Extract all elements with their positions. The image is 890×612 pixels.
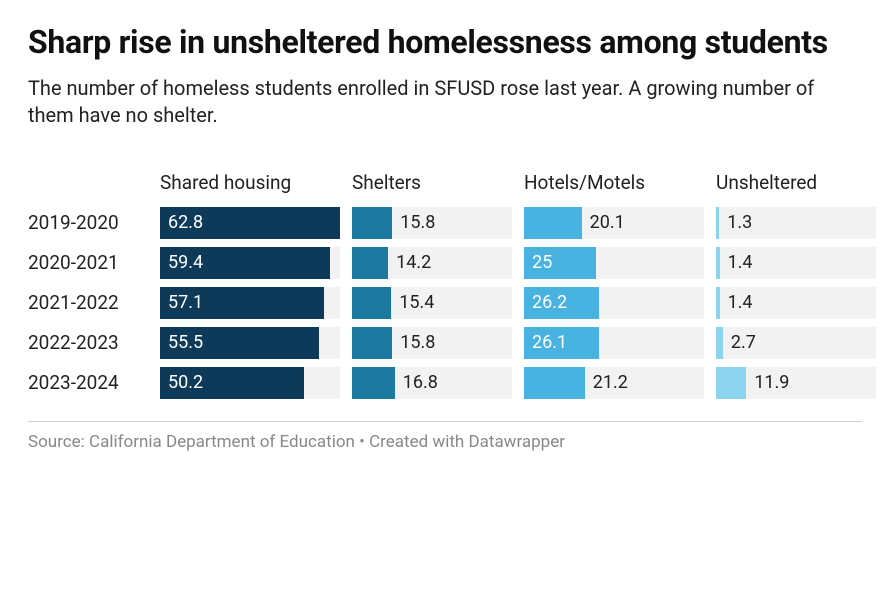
bar-fill <box>352 287 391 319</box>
bar-fill <box>716 207 719 239</box>
bar-value-label: 50.2 <box>168 367 203 399</box>
bar-value-label: 26.2 <box>532 287 567 319</box>
bar-value-label: 1.3 <box>727 207 752 239</box>
bar-cell: 1.4 <box>716 287 876 319</box>
footer-divider <box>28 421 862 422</box>
bar-value-label: 11.9 <box>754 367 789 399</box>
chart-title: Sharp rise in unsheltered homelessness a… <box>28 24 862 61</box>
bar-value-label: 62.8 <box>168 207 203 239</box>
bar-cell: 62.8 <box>160 207 340 239</box>
bar-cell: 26.2 <box>524 287 704 319</box>
bar-value-label: 21.2 <box>593 367 628 399</box>
bar-fill <box>352 247 388 279</box>
bar-cell: 1.3 <box>716 207 876 239</box>
bar-fill <box>524 367 585 399</box>
bar-value-label: 55.5 <box>168 327 203 359</box>
bar-value-label: 2.7 <box>731 327 756 359</box>
bar-value-label: 20.1 <box>590 207 625 239</box>
chart-source: Source: California Department of Educati… <box>28 432 862 452</box>
row-label: 2019-2020 <box>28 207 148 239</box>
bar-value-label: 59.4 <box>168 247 203 279</box>
bar-cell: 59.4 <box>160 247 340 279</box>
column-header: Shared housing <box>160 151 340 199</box>
bar-fill <box>716 287 720 319</box>
bar-value-label: 26.1 <box>532 327 567 359</box>
bar-value-label: 14.2 <box>396 247 431 279</box>
bar-cell: 21.2 <box>524 367 704 399</box>
column-header: Unsheltered <box>716 151 876 199</box>
bar-fill <box>352 327 392 359</box>
bar-fill <box>352 367 395 399</box>
bar-cell: 11.9 <box>716 367 876 399</box>
bar-value-label: 15.8 <box>400 327 435 359</box>
bar-chart-grid: Shared housingSheltersHotels/MotelsUnshe… <box>28 151 862 399</box>
bar-cell: 15.4 <box>352 287 512 319</box>
bar-cell: 15.8 <box>352 327 512 359</box>
bar-value-label: 1.4 <box>728 247 753 279</box>
bar-fill <box>716 327 723 359</box>
bar-value-label: 16.8 <box>403 367 438 399</box>
bar-cell: 57.1 <box>160 287 340 319</box>
bar-cell: 20.1 <box>524 207 704 239</box>
column-header: Hotels/Motels <box>524 151 704 199</box>
bar-cell: 50.2 <box>160 367 340 399</box>
bar-cell: 15.8 <box>352 207 512 239</box>
bar-cell: 16.8 <box>352 367 512 399</box>
bar-value-label: 15.8 <box>400 207 435 239</box>
bar-cell: 14.2 <box>352 247 512 279</box>
bar-value-label: 1.4 <box>728 287 753 319</box>
bar-fill <box>716 367 746 399</box>
bar-cell: 25 <box>524 247 704 279</box>
bar-value-label: 57.1 <box>168 287 203 319</box>
row-label: 2020-2021 <box>28 247 148 279</box>
column-header: Shelters <box>352 151 512 199</box>
bar-fill <box>716 247 720 279</box>
bar-cell: 2.7 <box>716 327 876 359</box>
bar-cell: 26.1 <box>524 327 704 359</box>
row-label: 2023-2024 <box>28 367 148 399</box>
bar-value-label: 25 <box>532 247 552 279</box>
bar-cell: 1.4 <box>716 247 876 279</box>
bar-fill <box>524 207 582 239</box>
row-label: 2022-2023 <box>28 327 148 359</box>
bar-fill <box>352 207 392 239</box>
chart-subtitle: The number of homeless students enrolled… <box>28 75 862 129</box>
column-header-blank <box>28 151 148 199</box>
bar-value-label: 15.4 <box>399 287 434 319</box>
row-label: 2021-2022 <box>28 287 148 319</box>
bar-cell: 55.5 <box>160 327 340 359</box>
